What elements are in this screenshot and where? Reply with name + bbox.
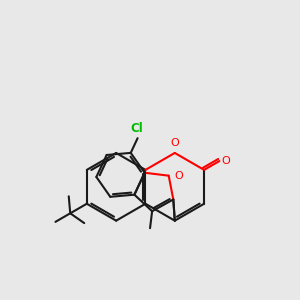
Text: Cl: Cl — [130, 122, 143, 135]
Text: O: O — [170, 138, 179, 148]
Text: O: O — [174, 171, 183, 181]
Text: O: O — [221, 156, 230, 166]
